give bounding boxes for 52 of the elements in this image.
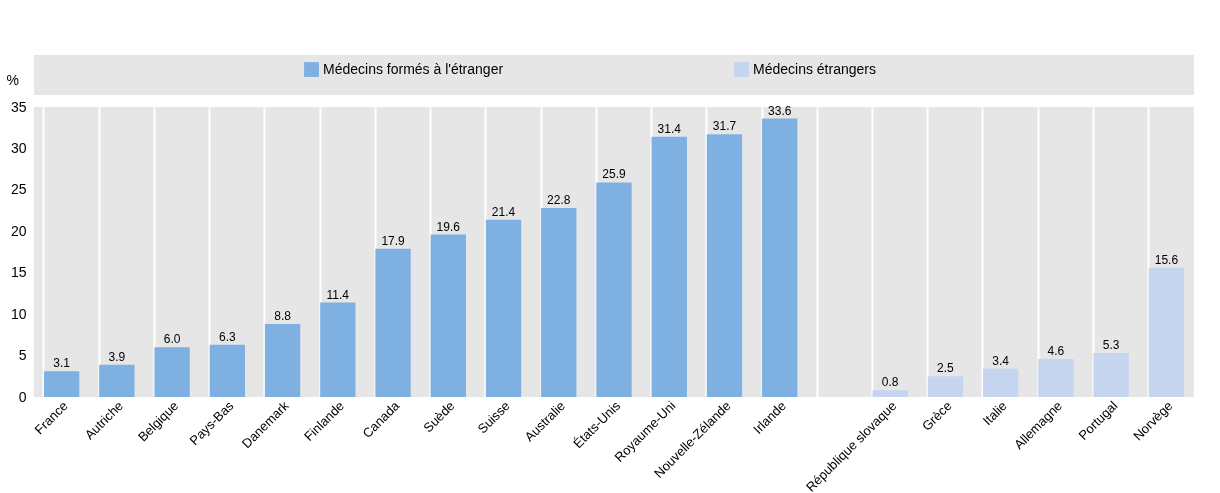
y-tick-label: 25 [10,181,27,198]
data-label: 31.4 [657,121,682,136]
legend-label: Médecins formés à l'étranger [323,60,504,77]
bar [1093,353,1129,397]
data-label: 31.7 [712,119,737,134]
data-label: 6.0 [163,332,181,347]
data-label: 3.9 [108,349,126,364]
y-tick-label: 35 [10,98,27,115]
bar [320,302,356,397]
bar [596,182,632,397]
data-label: 33.6 [768,103,792,118]
legend-label: Médecins étrangers [753,60,876,77]
data-label: 8.8 [274,309,292,324]
bar [209,344,246,397]
data-label: 15.6 [1154,252,1179,267]
data-label: 11.4 [326,287,350,302]
bar [375,248,411,397]
data-label: 25.9 [602,167,626,182]
data-label: 19.6 [436,219,461,234]
bar [872,390,908,397]
y-tick-label: 15 [10,264,27,281]
x-tick-label: Italie [979,398,1010,429]
y-axis-title: % [6,71,19,88]
data-label: 22.8 [547,193,571,208]
data-label: 2.5 [937,361,955,376]
y-tick-label: 0 [18,388,27,405]
bar [1148,267,1185,397]
bar [154,347,190,397]
y-tick-label: 30 [10,139,27,156]
bar [43,371,80,397]
data-label: 17.9 [381,233,406,248]
bar [762,118,798,397]
bar [541,208,577,397]
bar [264,324,301,397]
bar [485,219,522,397]
y-tick-label: 5 [18,347,27,364]
bar [1038,358,1074,397]
data-label: 21.4 [491,204,516,219]
data-label: 4.6 [1047,343,1065,358]
bar [927,376,964,397]
data-label: 3.1 [53,356,71,371]
bar [982,368,1019,397]
bar [706,134,743,397]
data-label: 5.3 [1102,338,1120,353]
data-label: 3.4 [992,353,1010,368]
bar [430,234,466,397]
data-label: 0.8 [881,375,899,390]
bar [99,364,135,397]
y-tick-label: 10 [10,305,27,322]
data-label: 6.3 [218,329,236,344]
y-tick-label: 20 [10,222,27,239]
bar [651,136,687,397]
